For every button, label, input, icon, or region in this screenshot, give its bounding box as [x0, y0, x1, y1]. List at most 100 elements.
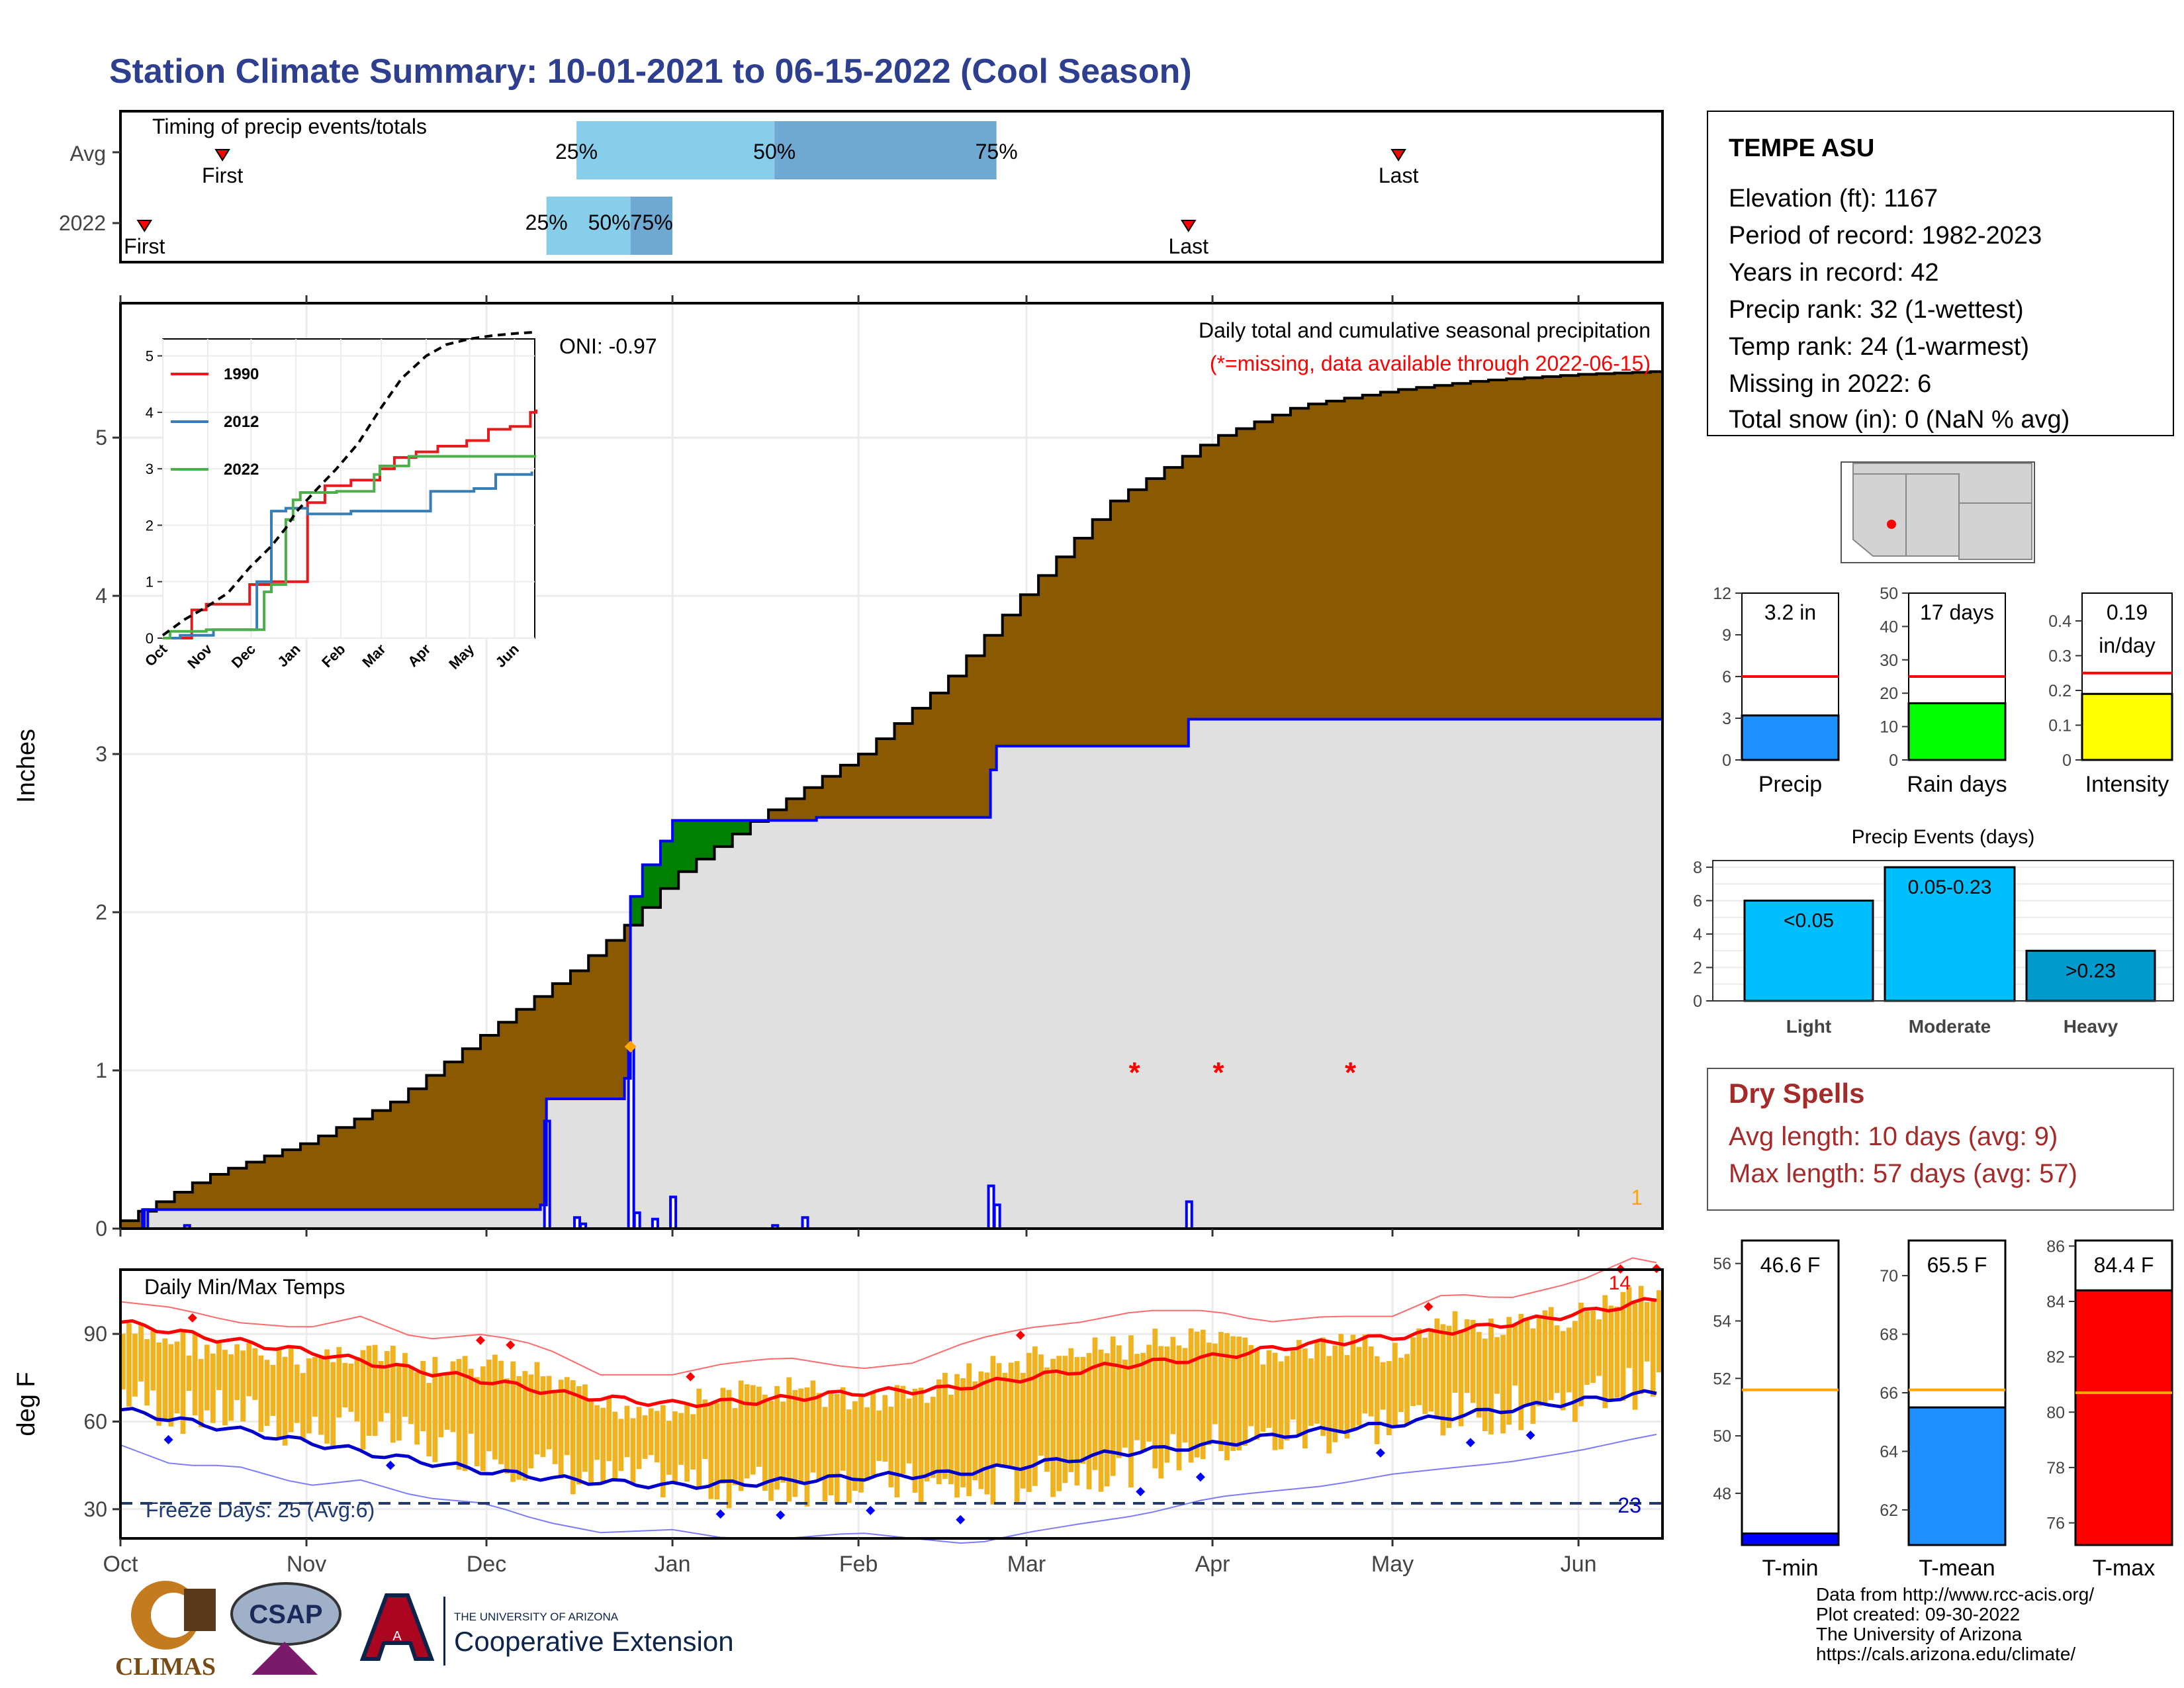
daily-temp-bar	[738, 1380, 744, 1491]
daily-temp-bar	[1446, 1325, 1452, 1429]
avg-min-temp-line	[120, 1389, 1657, 1490]
daily-temp-bar	[630, 1418, 636, 1483]
csap-logo-text: CSAP	[249, 1600, 322, 1629]
record-high-line	[120, 1257, 1657, 1376]
inset-ytick-label: 5	[146, 348, 154, 365]
daily-temp-bar	[162, 1338, 168, 1421]
temp-summary-category: T-mean	[1919, 1556, 1995, 1581]
daily-temp-bar	[612, 1411, 618, 1480]
daily-temp-bar	[1026, 1352, 1032, 1492]
state-outline-new-mexico	[1905, 473, 1960, 557]
climas-logo-text: CLIMAS	[115, 1653, 216, 1681]
daily-temp-bar	[570, 1380, 576, 1495]
daily-temp-bar	[1428, 1328, 1434, 1412]
main-ytick-label: 4	[95, 584, 107, 608]
daily-temp-bar	[120, 1333, 126, 1390]
daily-temp-bar	[522, 1371, 528, 1481]
current-cumulative-line	[120, 718, 1662, 1230]
daily-temp-bar	[1536, 1316, 1542, 1407]
temp-summary-category: T-max	[2093, 1556, 2155, 1581]
daily-temp-bar	[1542, 1310, 1548, 1405]
record-low-marker	[1136, 1487, 1146, 1497]
daily-precip-bar	[633, 1211, 641, 1230]
daily-temp-bar	[1188, 1328, 1194, 1463]
daily-temp-bar	[1020, 1372, 1026, 1489]
station-line-temp-rank: Temp rank: 24 (1-warmest)	[1729, 333, 2029, 361]
temp-xtick-label: Jan	[655, 1552, 691, 1577]
inset-legend-label: 2012	[224, 413, 259, 431]
daily-temp-bar	[456, 1359, 462, 1470]
daily-temp-bar	[1332, 1345, 1338, 1442]
daily-temp-bar	[750, 1385, 756, 1475]
temp-summary-ytick-label: 86	[2046, 1237, 2065, 1256]
daily-temp-bar	[1086, 1352, 1092, 1489]
inset-series-average	[161, 330, 537, 637]
daily-temp-bar	[270, 1364, 276, 1416]
daily-temp-bar	[1404, 1354, 1410, 1425]
daily-temp-bar	[342, 1362, 348, 1408]
daily-temp-bar	[1128, 1335, 1134, 1488]
daily-temp-bar	[1494, 1336, 1500, 1394]
daily-temp-bar	[822, 1407, 828, 1502]
daily-temp-bar	[804, 1387, 810, 1507]
daily-temp-bar	[762, 1394, 768, 1491]
temp-summary-ytick-label: 56	[1713, 1255, 1731, 1274]
daily-temp-bar	[714, 1403, 720, 1500]
inset-ytick-label: 1	[146, 574, 154, 590]
daily-temp-bar	[720, 1387, 726, 1484]
daily-temp-bar	[1278, 1361, 1284, 1450]
daily-temp-bar	[474, 1377, 480, 1467]
precip-events-ytick-label: 4	[1693, 925, 1702, 944]
temp-chart-corner-top: 14	[1609, 1272, 1631, 1294]
daily-temp-bar	[774, 1385, 780, 1490]
ua-logo-emblem	[359, 1593, 435, 1661]
daily-temp-bar	[1458, 1330, 1464, 1427]
main-chart-axis: 0 1 2 3 4 5	[95, 295, 1580, 1241]
daily-temp-bar	[1560, 1331, 1566, 1411]
daily-temp-bar	[1566, 1327, 1572, 1393]
daily-temp-bar	[300, 1373, 306, 1440]
summary-bar-ytick-label: 40	[1880, 618, 1898, 636]
precip-events-bar-label: 0.05-0.23	[1908, 876, 1992, 898]
climas-logo-bar	[184, 1589, 216, 1631]
temp-summary-value-label: 84.4 F	[2094, 1253, 2154, 1277]
daily-temp-bar	[1260, 1364, 1266, 1432]
daily-precip-bar	[1185, 1200, 1193, 1231]
daily-temp-bar	[864, 1407, 870, 1481]
daily-temp-bar	[1356, 1346, 1362, 1426]
daily-temp-bar	[1116, 1345, 1122, 1458]
temp-summary-ytick-label: 50	[1713, 1427, 1731, 1446]
daily-temp-bar	[648, 1408, 654, 1456]
daily-temp-bar	[834, 1393, 840, 1504]
daily-temp-bar	[258, 1355, 264, 1432]
daily-temp-bar	[828, 1393, 834, 1495]
precip-events-frame	[1712, 860, 2174, 1002]
daily-temp-bar	[1326, 1356, 1332, 1454]
daily-temp-bar	[1338, 1334, 1344, 1434]
daily-temp-bar	[1200, 1329, 1206, 1460]
temp-summary-ytick-label: 80	[2046, 1403, 2065, 1422]
daily-temp-bar	[1062, 1356, 1068, 1483]
daily-temp-bar	[1224, 1333, 1230, 1460]
daily-temp-bar	[498, 1360, 504, 1464]
record-high-marker	[506, 1340, 516, 1350]
daily-temp-bar	[1656, 1290, 1662, 1373]
daily-temp-bar	[126, 1323, 132, 1407]
daily-temp-bar	[1380, 1362, 1386, 1410]
daily-temp-bar	[594, 1405, 600, 1460]
temp-summary-ytick-label: 66	[1880, 1384, 1898, 1403]
main-ytick-label: 1	[95, 1058, 107, 1082]
summary-bar-category: Rain days	[1907, 772, 2007, 797]
precip-events-ytick-label: 8	[1693, 859, 1702, 877]
daily-temp-bar	[1572, 1321, 1578, 1422]
daily-temp-bar	[1158, 1346, 1164, 1479]
daily-temp-bar	[816, 1393, 822, 1481]
daily-temp-bar	[1638, 1286, 1644, 1394]
temp-summary-ytick-label: 62	[1880, 1501, 1898, 1520]
daily-temp-bar	[1302, 1348, 1308, 1449]
summary-bar-category: Precip	[1758, 772, 1822, 797]
climas-logo: CLIMAS	[115, 1581, 216, 1681]
daily-temp-bar	[1476, 1332, 1482, 1418]
